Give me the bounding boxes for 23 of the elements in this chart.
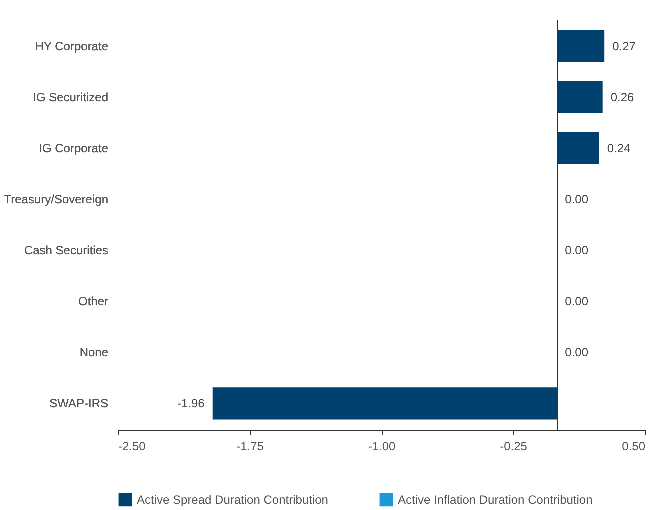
data-label: 0.00 <box>565 244 589 258</box>
x-tick-label: -1.00 <box>368 440 396 454</box>
x-tick-label: 0.50 <box>622 440 646 454</box>
data-label: 0.00 <box>565 346 589 360</box>
y-tick-label: HY Corporate <box>35 39 109 54</box>
y-tick-label: IG Corporate <box>39 141 109 156</box>
data-label: -1.96 <box>178 396 206 411</box>
legend-label: Active Spread Duration Contribution <box>137 492 328 507</box>
data-label: 0.27 <box>612 39 636 54</box>
x-tick-label: -2.50 <box>118 440 146 454</box>
y-tick-label: None <box>80 346 109 360</box>
data-label: 0.26 <box>610 90 635 104</box>
x-tick-label: -0.25 <box>500 440 528 454</box>
y-tick-label: SWAP-IRS <box>50 396 108 411</box>
y-tick-label: Treasury/Sovereign <box>4 192 108 206</box>
legend-label: Active Inflation Duration Contribution <box>398 492 593 507</box>
y-tick-label: IG Securitized <box>33 90 108 104</box>
data-label: 0.00 <box>565 192 589 206</box>
data-label: 0.00 <box>565 294 589 309</box>
y-tick-label: Other <box>78 294 108 309</box>
x-tick-label: -1.75 <box>236 440 264 454</box>
data-label: 0.24 <box>607 141 632 156</box>
y-tick-label: Cash Securities <box>24 244 108 258</box>
